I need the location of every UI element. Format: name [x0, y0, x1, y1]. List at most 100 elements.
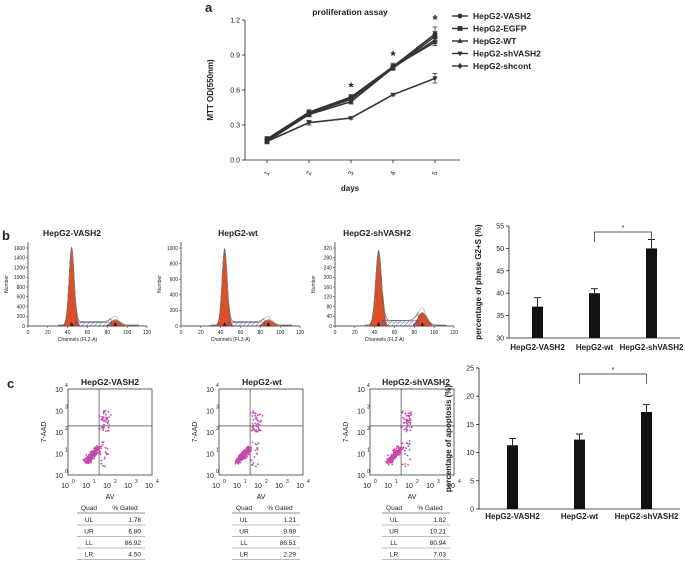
- scatter-event: [234, 462, 237, 465]
- table-header-quad: Quad: [386, 505, 402, 512]
- histogram-y-tick-label: 80: [326, 304, 332, 310]
- tick-exponent: 4: [156, 479, 159, 485]
- scatter-event: [394, 456, 396, 459]
- scatter-event: [258, 423, 260, 426]
- peak-marker-triangle: [69, 322, 74, 326]
- scatter-event: [89, 450, 92, 453]
- scatter-event: [255, 465, 257, 468]
- scatter-event: [93, 457, 96, 460]
- apoptosis-panel: c HepG2-VASH2100100101101102102103103104…: [7, 366, 680, 560]
- scatter-event: [252, 410, 255, 412]
- a-x-tick-label: 4: [390, 170, 398, 176]
- scatter-event: [106, 422, 109, 425]
- panel-label-a: a: [205, 0, 213, 15]
- histogram-y-tick-label: 200: [17, 314, 26, 320]
- scatter-y-tick-label: 103: [55, 405, 68, 416]
- scatter-event: [99, 453, 102, 456]
- histogram-y-label: Number: [4, 275, 10, 293]
- scatter-event: [402, 421, 405, 424]
- a-y-tick-label: 0.6: [230, 88, 240, 95]
- scatter-event: [409, 423, 412, 425]
- scatter-event: [407, 424, 409, 426]
- g1-peak-fill: [368, 250, 390, 327]
- bar-category-label: HepG2-VASH2: [510, 343, 565, 352]
- tick-exponent: 3: [367, 405, 370, 411]
- scatter-event: [406, 454, 409, 457]
- scatter-event: [100, 462, 103, 465]
- scatter-event: [103, 419, 106, 421]
- tick-base: 10: [55, 473, 63, 480]
- a-significance-star: *: [432, 12, 438, 27]
- significance-star: *: [612, 367, 615, 374]
- scatter-event: [96, 446, 99, 449]
- scatter-event: [100, 426, 103, 429]
- bar-y-tick-label: 25: [466, 366, 474, 373]
- tick-base: 10: [405, 483, 413, 490]
- scatter-event: [100, 418, 103, 421]
- scatter-event: [247, 445, 250, 448]
- tick-base: 10: [103, 483, 111, 490]
- histogram-y-tick-label: 800: [17, 285, 26, 291]
- scatter-event: [234, 459, 237, 462]
- a-significance-star: *: [390, 48, 396, 63]
- scatter-event: [239, 454, 242, 457]
- scatter-event: [400, 426, 403, 429]
- scatter-event: [104, 446, 107, 449]
- scatter-dots: [385, 410, 413, 468]
- tick-exponent: 0: [216, 469, 219, 475]
- table-header-gated: % Gated: [417, 505, 443, 512]
- a-significance-marks: * * *: [348, 12, 438, 95]
- tick-exponent: 1: [367, 448, 370, 454]
- scatter-event: [246, 451, 249, 454]
- scatter-event: [260, 419, 262, 422]
- histogram-x-label: Channels (FL2-A): [211, 337, 251, 343]
- scatter-event: [102, 412, 105, 415]
- bar-y-tick-label: 55: [496, 224, 504, 231]
- scatter-event: [109, 414, 112, 416]
- significance-bracket: [594, 231, 652, 242]
- tick-base: 10: [206, 430, 214, 437]
- scatter-event: [398, 448, 401, 451]
- histogram-x-tick-label: 40: [65, 330, 71, 336]
- scatter-event: [246, 448, 249, 451]
- scatter-event: [106, 447, 109, 450]
- scatter-event: [251, 441, 254, 444]
- histogram-title: HepG2-VASH2: [43, 228, 101, 238]
- histogram-x-tick-label: 20: [45, 330, 51, 336]
- a-legend-marker: [457, 51, 463, 57]
- scatter-event: [395, 447, 398, 450]
- scatter-event: [256, 418, 258, 421]
- a-legend-label: HepG2-EGFP: [473, 24, 527, 34]
- scatter-event: [88, 456, 91, 459]
- gated-percentage-table: Quad % Gated UL 1.21 UR 9.99 LL 86.51 LR 2.29: [232, 505, 300, 560]
- tick-base: 10: [206, 473, 214, 480]
- scatter-event: [398, 446, 400, 449]
- scatter-event: [85, 458, 88, 461]
- a-significance-star: *: [348, 80, 354, 95]
- histogram-x-label: Channels (FL2-A): [365, 337, 405, 343]
- a-legend-marker: [457, 62, 463, 70]
- scatter-event: [85, 454, 88, 457]
- scatter-event: [100, 445, 103, 448]
- bar-hepg2-vash2: [532, 306, 543, 338]
- table-gated-cell: 10.21: [430, 529, 447, 536]
- scatter-y-tick-label: 101: [206, 448, 219, 459]
- scatter-event: [237, 462, 240, 465]
- scatter-event: [406, 422, 408, 425]
- scatter-event: [407, 414, 409, 417]
- scatter-event: [389, 456, 392, 459]
- scatter-event: [405, 428, 408, 431]
- scatter-event: [107, 452, 109, 455]
- tick-base: 10: [61, 483, 69, 490]
- scatter-event: [256, 463, 259, 466]
- histogram-y-tick-label: 40: [326, 314, 332, 320]
- tick-base: 10: [357, 409, 365, 416]
- tick-base: 10: [296, 483, 304, 490]
- histogram-y-tick-label: 800: [170, 261, 179, 267]
- g2s-bar-chart: 30 35 40 45 50 55 percentage of phase G2+S (%)…: [474, 224, 684, 353]
- gated-percentage-table: Quad % Gated UL 1.82 UR 10.21 LL 80.94 LR 7.03: [382, 505, 450, 560]
- tick-exponent: 1: [395, 479, 398, 485]
- scatter-event: [399, 447, 402, 450]
- scatter-event: [410, 413, 413, 416]
- histogram-title: HepG2-wt: [218, 228, 258, 238]
